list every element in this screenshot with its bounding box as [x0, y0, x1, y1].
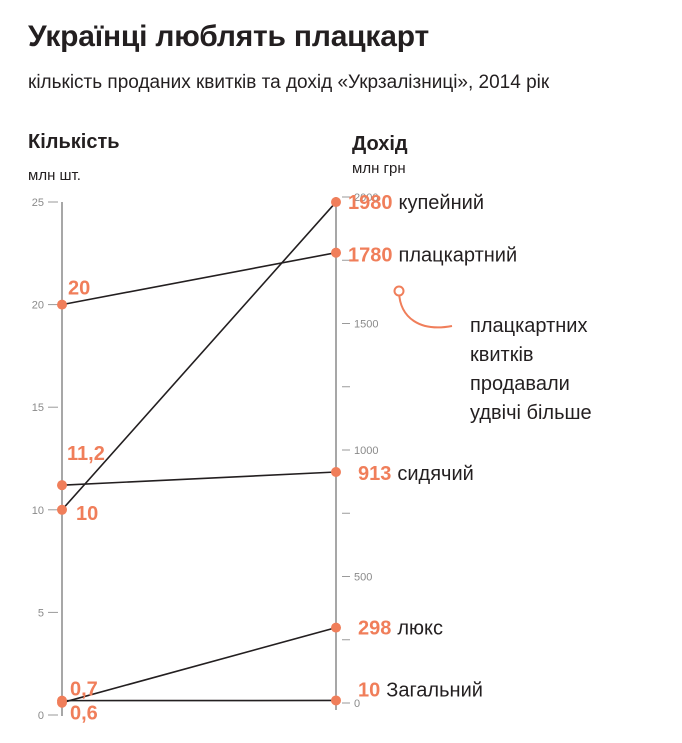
right-value-label-4: 10	[358, 679, 380, 701]
right-tick-label-2: 1000	[354, 445, 378, 457]
left-tick-label-2: 10	[32, 505, 44, 517]
left-point-4	[57, 695, 67, 706]
slope-lines	[61, 201, 337, 704]
left-value-label-0: 10	[76, 503, 98, 525]
right-tick-label-4: 2000	[354, 192, 378, 204]
right-point-1	[331, 247, 341, 258]
right-point-3	[331, 622, 341, 633]
slope-line-2	[61, 471, 337, 486]
annotation-line-3: продавали	[470, 373, 570, 395]
category-label-0: купейний	[399, 192, 485, 214]
right-point-0	[331, 197, 341, 208]
right-tick-label-0: 0	[354, 698, 360, 710]
left-point-2	[57, 480, 67, 491]
left-tick-label-1: 5	[38, 607, 44, 619]
annotation-ring	[393, 285, 405, 297]
page-subtitle: кількість проданих квитків та дохід «Укр…	[28, 72, 550, 93]
annotation-line-4: удвічі більше	[470, 402, 592, 424]
category-label-3: люкс	[397, 618, 443, 640]
left-value-label-2: 11,2	[67, 443, 105, 465]
category-label-2: сидячий	[397, 463, 473, 485]
right-point-4	[331, 695, 341, 706]
slope-line-3	[61, 626, 337, 704]
left-axis-title: Кількість	[28, 131, 120, 153]
right-tick-label-3: 1500	[354, 319, 378, 331]
data-points	[57, 197, 341, 708]
slope-line-1	[61, 251, 337, 306]
annotation: плацкартних квитків продавали удвічі біл…	[393, 285, 592, 424]
right-axis-unit: млн грн	[352, 160, 406, 177]
right-axis-title: Дохід	[352, 133, 408, 155]
right-value-label-0: 1980	[348, 192, 393, 214]
left-point-0	[57, 504, 67, 515]
annotation-line-1: плацкартних	[470, 315, 587, 337]
annotation-arrow	[398, 291, 453, 329]
left-tick-label-3: 15	[32, 402, 44, 414]
slope-line-0	[61, 201, 337, 511]
left-value-label-3: 0,6	[70, 703, 98, 725]
left-axis-ticks: 0 5 10 15 20 25	[32, 197, 58, 722]
category-label-4: Загальний	[386, 679, 483, 701]
left-value-label-4: 0,7	[70, 679, 98, 701]
right-axis-ticks: 0 500 1000 1500 2000	[342, 192, 378, 710]
right-point-2	[331, 467, 341, 478]
left-tick-label-5: 25	[32, 197, 44, 209]
data-labels: 10 1980 купейний 20 1780 плацкартний 11,2 913 си…	[67, 192, 517, 725]
annotation-line-2: квитків	[470, 344, 534, 366]
right-value-label-1: 1780	[348, 245, 393, 267]
left-point-1	[57, 299, 67, 310]
right-value-label-3: 298	[358, 618, 391, 640]
category-label-1: плацкартний	[399, 245, 518, 267]
right-value-label-2: 913	[358, 463, 391, 485]
left-tick-label-0: 0	[38, 710, 44, 722]
left-tick-label-4: 20	[32, 300, 44, 312]
left-axis-unit: млн шт.	[28, 167, 81, 184]
left-value-label-1: 20	[68, 278, 90, 300]
page-title: Українці люблять плацкарт	[28, 20, 429, 53]
right-tick-label-1: 500	[354, 572, 372, 584]
